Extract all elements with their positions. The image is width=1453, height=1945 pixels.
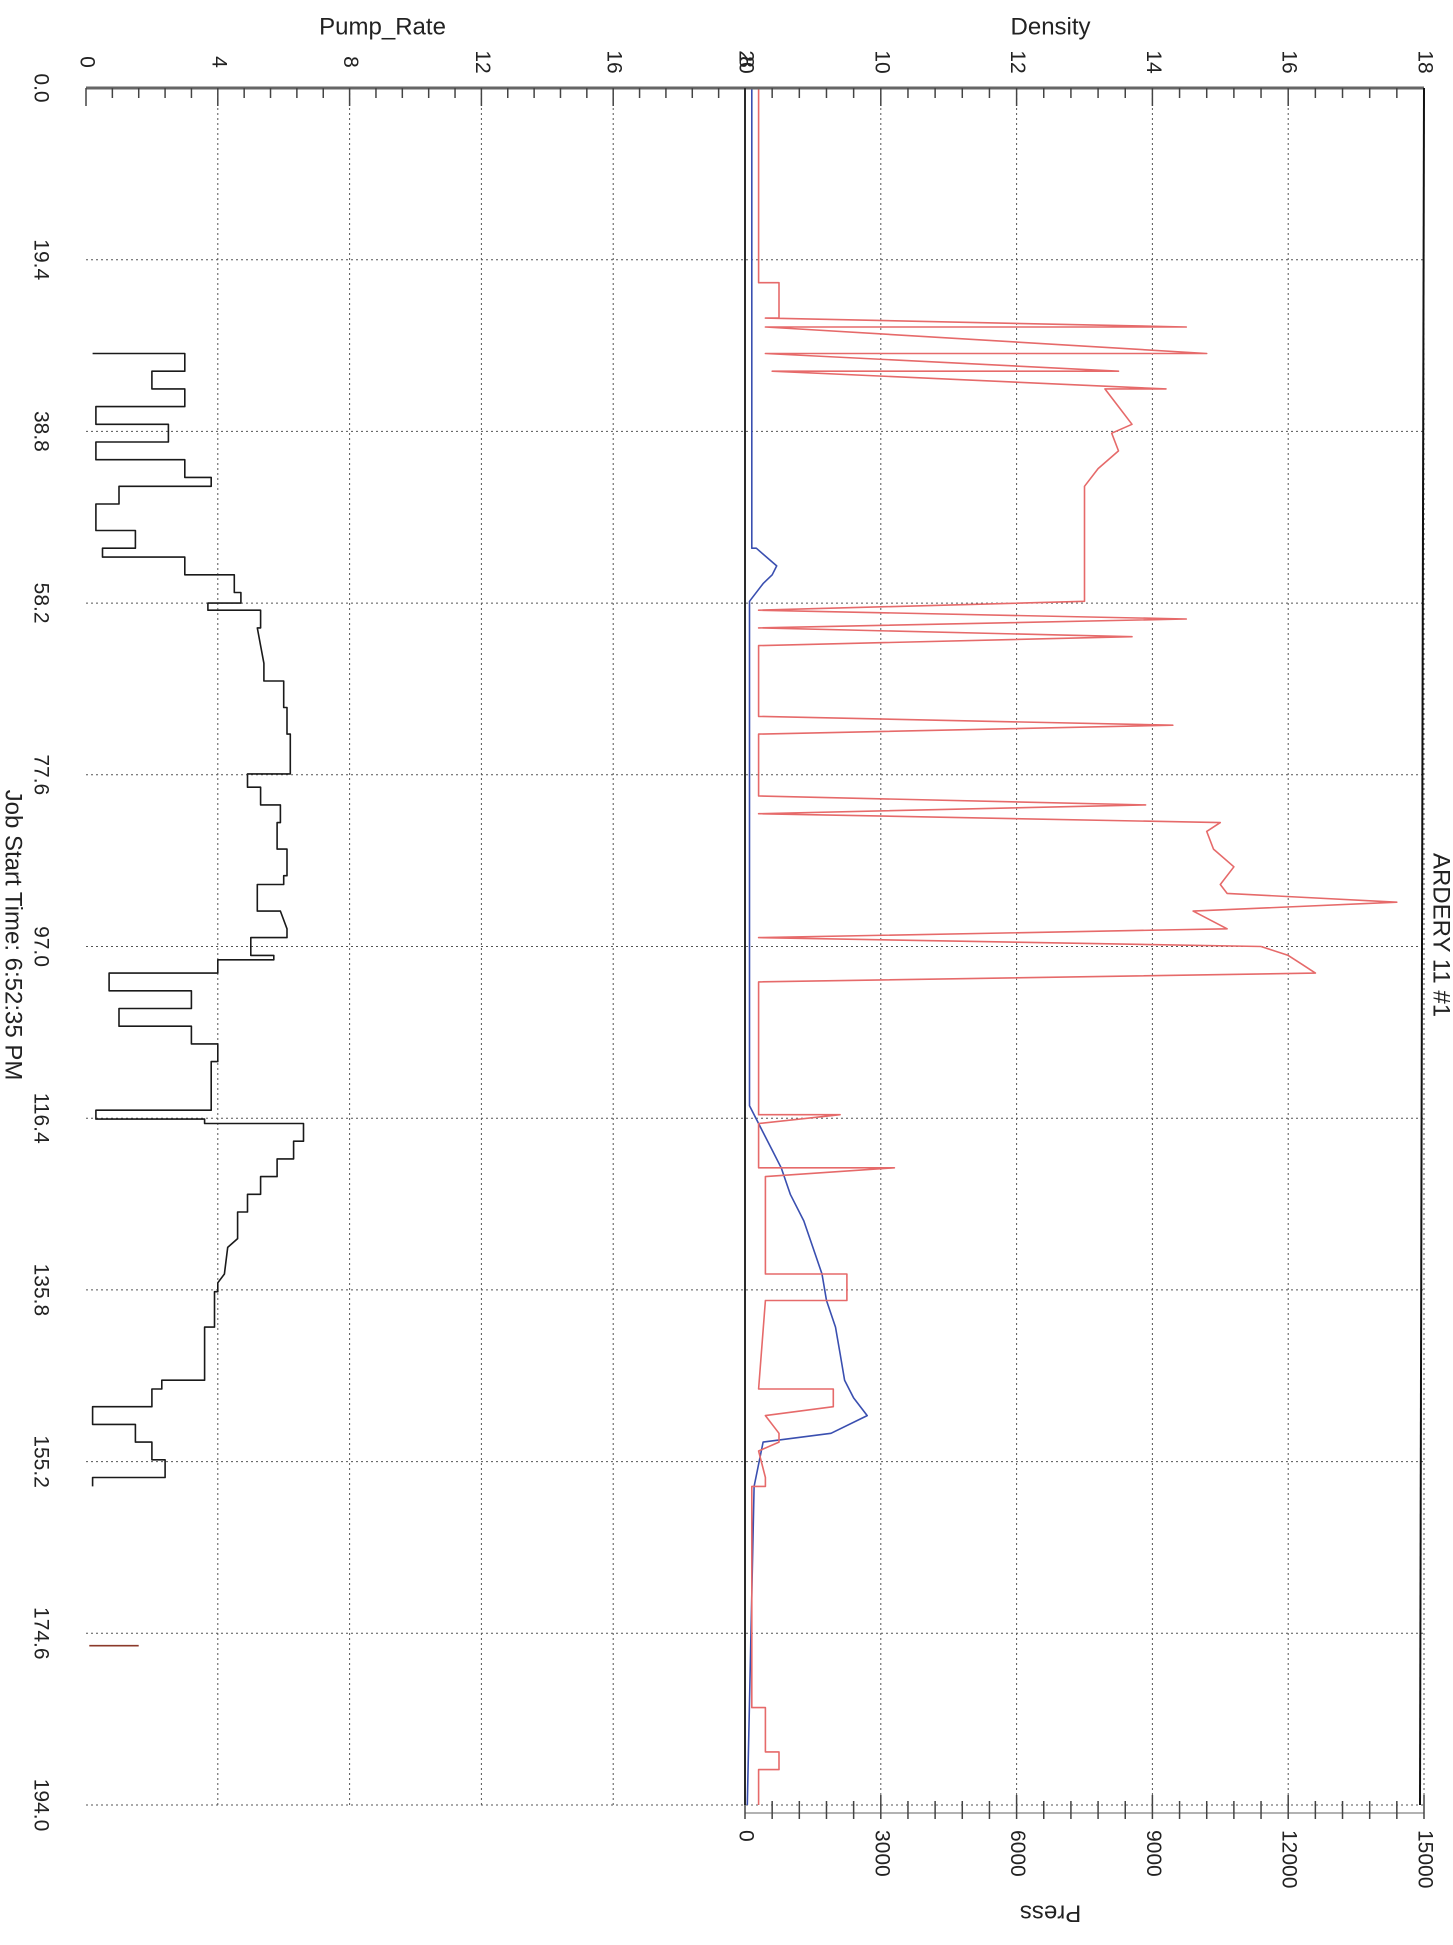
panel-tick-label: 12 bbox=[1006, 50, 1029, 73]
panel-tick-label: 4 bbox=[207, 56, 230, 68]
right-frame bbox=[1419, 87, 1425, 1806]
panel-tick-label: 18 bbox=[1413, 50, 1436, 73]
press-tick-label: 6000 bbox=[1006, 1830, 1029, 1877]
x-tick-label: 194.0 bbox=[29, 1779, 52, 1832]
panel-tick-label: 20 bbox=[734, 50, 757, 73]
press-tick-label: 3000 bbox=[870, 1830, 893, 1877]
x-tick-label: 19.4 bbox=[29, 239, 52, 280]
panel-tick-label: 0 bbox=[75, 56, 98, 68]
press-tick-label: 12000 bbox=[1278, 1830, 1301, 1888]
x-tick-label: 0.0 bbox=[29, 73, 52, 102]
panel-axis-title: Pump_Rate bbox=[319, 13, 446, 40]
panel-tick-label: 16 bbox=[1278, 50, 1301, 73]
series-line-pump_rate bbox=[91, 352, 305, 1487]
x-tick-label: 97.0 bbox=[29, 926, 52, 967]
press-tick-label: 15000 bbox=[1413, 1830, 1436, 1888]
x-tick-label: 174.6 bbox=[29, 1607, 52, 1660]
press-axis-title: Press bbox=[1020, 1900, 1081, 1927]
axes bbox=[85, 86, 1425, 1819]
press-tick-label: 9000 bbox=[1142, 1830, 1165, 1877]
chart-title: ARDERY 11 #1 bbox=[1428, 853, 1453, 1017]
x-tick-label: 77.6 bbox=[29, 754, 52, 795]
panel-tick-label: 8 bbox=[339, 56, 362, 68]
x-tick-label: 116.4 bbox=[29, 1093, 52, 1144]
series-layer bbox=[89, 88, 1398, 1806]
x-tick-label: 58.2 bbox=[29, 583, 52, 624]
panel-axis-title: Density bbox=[1011, 13, 1091, 40]
panel-tick-label: 14 bbox=[1142, 50, 1165, 74]
job-start-time: Job Start Time: 6:52:35 PM bbox=[0, 790, 27, 1081]
panel-tick-label: 16 bbox=[603, 50, 626, 73]
series-line-press bbox=[746, 88, 869, 1806]
x-tick-label: 155.2 bbox=[29, 1435, 52, 1488]
labels: 0.0 19.4 38.8 58.2 77.6 97.0 116.4 135.8 155.2 17… bbox=[0, 13, 1453, 1926]
panel-tick-label: 12 bbox=[471, 50, 494, 73]
press-tick-label: 0 bbox=[734, 1830, 757, 1842]
panel-tick-label: 10 bbox=[870, 50, 893, 73]
panel-tick-label: 8 bbox=[734, 56, 757, 68]
x-tick-label: 38.8 bbox=[29, 411, 52, 452]
x-tick-label: 135.8 bbox=[29, 1264, 52, 1317]
series-line-density bbox=[750, 88, 1398, 1805]
